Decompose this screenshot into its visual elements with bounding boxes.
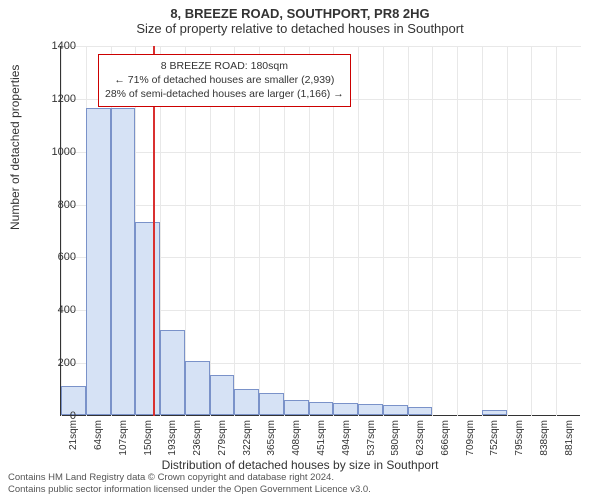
- annotation-text: ← 71% of detached houses are smaller (2,…: [105, 73, 344, 87]
- histogram-bar: [86, 108, 111, 415]
- x-tick-label: 623sqm: [415, 420, 426, 456]
- chart-title: Size of property relative to detached ho…: [0, 21, 600, 38]
- histogram-bar: [284, 400, 309, 415]
- x-axis-label: Distribution of detached houses by size …: [0, 458, 600, 472]
- gridline-horizontal: [61, 152, 581, 153]
- gridline-vertical: [556, 46, 557, 416]
- x-tick-label: 838sqm: [539, 420, 550, 456]
- histogram-bar: [210, 375, 235, 415]
- annotation-text: 28% of semi-detached houses are larger (…: [105, 87, 344, 101]
- histogram-bar: [259, 393, 284, 415]
- annotation-text: 8 BREEZE ROAD: 180sqm: [105, 59, 344, 73]
- histogram-bar: [135, 222, 160, 415]
- gridline-vertical: [457, 46, 458, 416]
- y-tick-label: 1000: [52, 146, 76, 158]
- chart-supertitle: 8, BREEZE ROAD, SOUTHPORT, PR8 2HG: [0, 0, 600, 21]
- gridline-horizontal: [61, 46, 581, 47]
- y-tick-label: 600: [58, 251, 76, 263]
- annotation-box: 8 BREEZE ROAD: 180sqm← 71% of detached h…: [98, 54, 351, 107]
- gridline-vertical: [408, 46, 409, 416]
- chart-footer: Contains HM Land Registry data © Crown c…: [8, 472, 371, 496]
- gridline-vertical: [507, 46, 508, 416]
- y-axis-label: Number of detached properties: [8, 65, 22, 230]
- footer-text-2: Contains public sector information licen…: [8, 484, 371, 496]
- gridline-vertical: [358, 46, 359, 416]
- x-tick-label: 193sqm: [167, 420, 178, 456]
- x-tick-label: 494sqm: [341, 420, 352, 456]
- x-tick-label: 21sqm: [68, 420, 79, 450]
- histogram-bar: [358, 404, 383, 415]
- histogram-bar: [383, 405, 408, 415]
- x-tick-label: 881sqm: [564, 420, 575, 456]
- gridline-vertical: [531, 46, 532, 416]
- y-tick-label: 400: [58, 304, 76, 316]
- gridline-vertical: [482, 46, 483, 416]
- histogram-bar: [333, 403, 358, 415]
- x-tick-label: 666sqm: [440, 420, 451, 456]
- x-tick-label: 64sqm: [93, 420, 104, 450]
- histogram-bar: [160, 330, 185, 415]
- x-tick-label: 709sqm: [465, 420, 476, 456]
- histogram-bar: [482, 410, 507, 415]
- gridline-horizontal: [61, 205, 581, 206]
- y-tick-label: 1200: [52, 93, 76, 105]
- x-tick-label: 537sqm: [366, 420, 377, 456]
- histogram-bar: [408, 407, 433, 415]
- x-tick-label: 752sqm: [489, 420, 500, 456]
- x-tick-label: 408sqm: [291, 420, 302, 456]
- histogram-bar: [234, 389, 259, 415]
- x-tick-label: 795sqm: [514, 420, 525, 456]
- x-tick-label: 580sqm: [390, 420, 401, 456]
- y-tick-label: 800: [58, 199, 76, 211]
- histogram-bar: [309, 402, 334, 415]
- x-tick-label: 451sqm: [316, 420, 327, 456]
- gridline-vertical: [383, 46, 384, 416]
- footer-text-1: Contains HM Land Registry data © Crown c…: [8, 472, 371, 484]
- gridline-vertical: [432, 46, 433, 416]
- y-tick-label: 1400: [52, 40, 76, 52]
- x-tick-label: 322sqm: [242, 420, 253, 456]
- histogram-bar: [111, 108, 136, 415]
- y-tick-label: 200: [58, 357, 76, 369]
- histogram-bar: [185, 361, 210, 415]
- x-tick-label: 150sqm: [143, 420, 154, 456]
- x-tick-label: 279sqm: [217, 420, 228, 456]
- x-tick-label: 107sqm: [118, 420, 129, 456]
- x-tick-label: 236sqm: [192, 420, 203, 456]
- x-tick-label: 365sqm: [266, 420, 277, 456]
